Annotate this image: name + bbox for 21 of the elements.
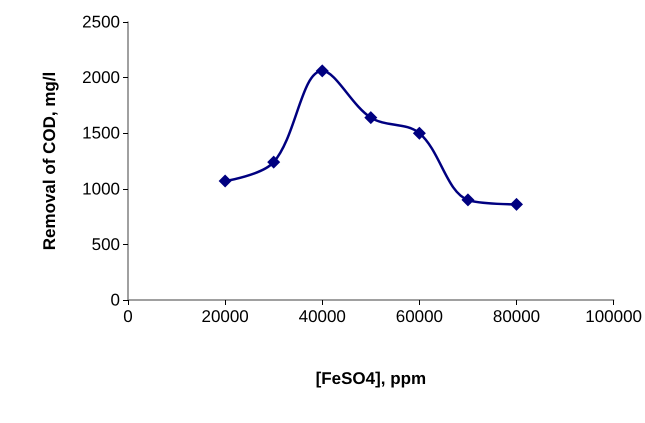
y-tick-label: 1000 bbox=[82, 179, 120, 198]
x-tick-label: 20000 bbox=[201, 307, 249, 326]
point bbox=[218, 174, 232, 188]
point bbox=[316, 64, 329, 78]
x-tick-label: 60000 bbox=[396, 307, 444, 326]
x-tick-label: 80000 bbox=[492, 307, 540, 326]
x-tick-label: 100000 bbox=[585, 307, 642, 326]
x-tick-label: 40000 bbox=[298, 307, 346, 326]
x-tick-label: 0 bbox=[123, 307, 133, 326]
point bbox=[461, 193, 474, 206]
y-tick-label: 500 bbox=[92, 234, 120, 254]
y-tick-label: 2500 bbox=[82, 12, 120, 32]
point bbox=[267, 156, 280, 169]
y-tick-label: 1500 bbox=[82, 124, 120, 143]
y-axis-title: Removal of COD, mg/l bbox=[40, 72, 59, 250]
point bbox=[412, 126, 426, 140]
point bbox=[510, 198, 524, 211]
y-tick-label: 0 bbox=[110, 290, 120, 310]
point bbox=[364, 111, 378, 124]
y-tick-label: 2000 bbox=[82, 68, 120, 88]
x-axis-title: [FeSO4], ppm bbox=[316, 369, 426, 388]
